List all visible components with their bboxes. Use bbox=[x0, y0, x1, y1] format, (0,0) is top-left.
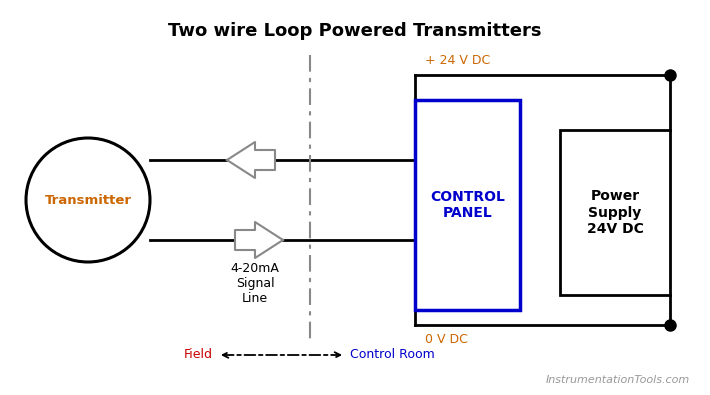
Text: + 24 V DC: + 24 V DC bbox=[425, 54, 490, 67]
Text: Two wire Loop Powered Transmitters: Two wire Loop Powered Transmitters bbox=[168, 22, 542, 40]
Text: Control Room: Control Room bbox=[350, 348, 435, 361]
Bar bbox=[415, 100, 520, 310]
Text: InstrumentationTools.com: InstrumentationTools.com bbox=[546, 375, 690, 385]
Text: Transmitter: Transmitter bbox=[45, 194, 131, 207]
Bar bbox=[560, 130, 670, 295]
Text: 0 V DC: 0 V DC bbox=[425, 333, 468, 346]
Text: Field: Field bbox=[184, 348, 213, 361]
Polygon shape bbox=[235, 222, 283, 258]
Text: CONTROL
PANEL: CONTROL PANEL bbox=[430, 190, 505, 220]
Text: Power
Supply
24V DC: Power Supply 24V DC bbox=[586, 189, 643, 236]
Text: 4-20mA
Signal
Line: 4-20mA Signal Line bbox=[231, 262, 280, 305]
Polygon shape bbox=[227, 142, 275, 178]
